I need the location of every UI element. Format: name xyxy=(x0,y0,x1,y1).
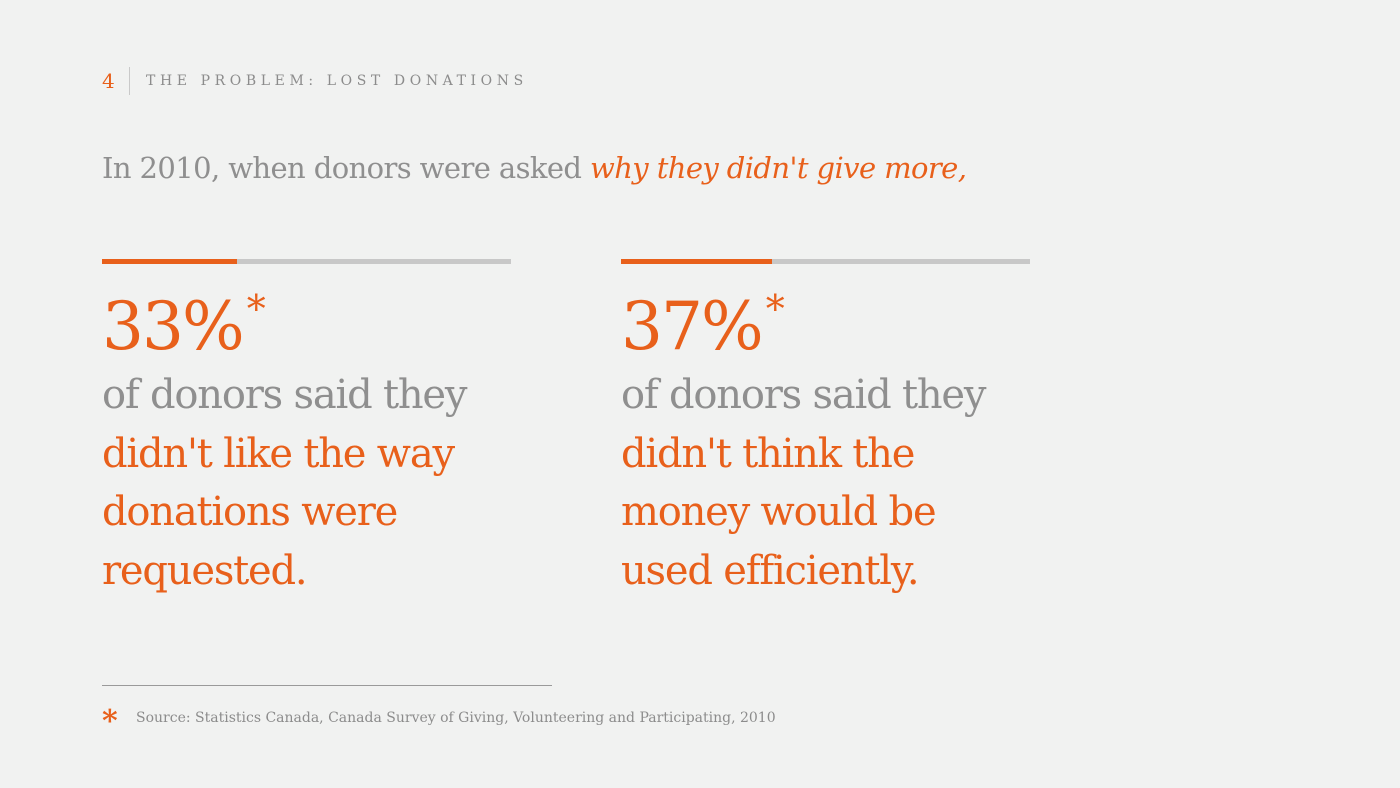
stat-1-lead: of donors said they xyxy=(102,372,467,418)
stat-1-progress-fill xyxy=(102,259,237,264)
stat-2-highlight-line-3: used efficiently. xyxy=(621,547,920,594)
slide-header: 4 THE PROBLEM: LOST DONATIONS xyxy=(102,66,528,96)
page-number: 4 xyxy=(102,69,115,93)
intro-lead: In 2010, when donors were asked xyxy=(102,151,590,185)
stat-2-percent: 37% * xyxy=(621,286,1030,368)
stat-1-percent: 33% * xyxy=(102,286,511,368)
intro-sentence: In 2010, when donors were asked why they… xyxy=(102,146,967,190)
stat-2-percent-value: 37% xyxy=(621,288,764,365)
section-title: THE PROBLEM: LOST DONATIONS xyxy=(146,73,528,89)
stat-1-highlight-line-2: donations were xyxy=(102,489,398,535)
stat-block-2: 37% * of donors said they didn't think th… xyxy=(621,259,1030,600)
stat-1-percent-value: 33% xyxy=(102,288,245,365)
intro-emphasis: why they didn't give more, xyxy=(590,151,967,185)
source-footnote: * Source: Statistics Canada, Canada Surv… xyxy=(102,705,776,737)
stat-2-description: of donors said they didn't think the mon… xyxy=(621,366,1030,600)
stat-2-highlight-line-1: didn't think the xyxy=(621,430,915,477)
stat-1-asterisk: * xyxy=(246,287,266,331)
stat-1-description: of donors said they didn't like the way … xyxy=(102,366,511,600)
stat-1-highlight-line-3: requested. xyxy=(102,547,308,594)
stat-2-progress-bar xyxy=(621,259,1030,264)
stat-block-1: 33% * of donors said they didn't like the… xyxy=(102,259,511,600)
stat-2-asterisk: * xyxy=(765,287,785,331)
stat-2-highlight-line-2: money would be xyxy=(621,489,937,535)
footnote-text: Source: Statistics Canada, Canada Survey… xyxy=(136,710,776,726)
footnote-asterisk-icon: * xyxy=(102,704,118,739)
footer-divider xyxy=(102,685,552,686)
stat-1-highlight-line-1: didn't like the way xyxy=(102,430,455,477)
stat-2-lead: of donors said they xyxy=(621,372,986,418)
stat-1-progress-bar xyxy=(102,259,511,264)
stat-2-progress-fill xyxy=(621,259,773,264)
header-divider xyxy=(129,67,130,95)
